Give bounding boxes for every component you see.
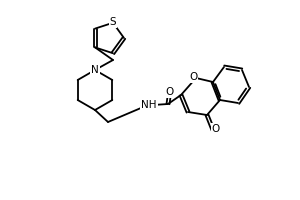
Text: O: O xyxy=(212,124,220,134)
Text: O: O xyxy=(189,72,197,82)
Text: S: S xyxy=(110,17,116,27)
Text: O: O xyxy=(166,87,174,97)
Text: N: N xyxy=(91,65,99,75)
Text: NH: NH xyxy=(141,100,157,110)
